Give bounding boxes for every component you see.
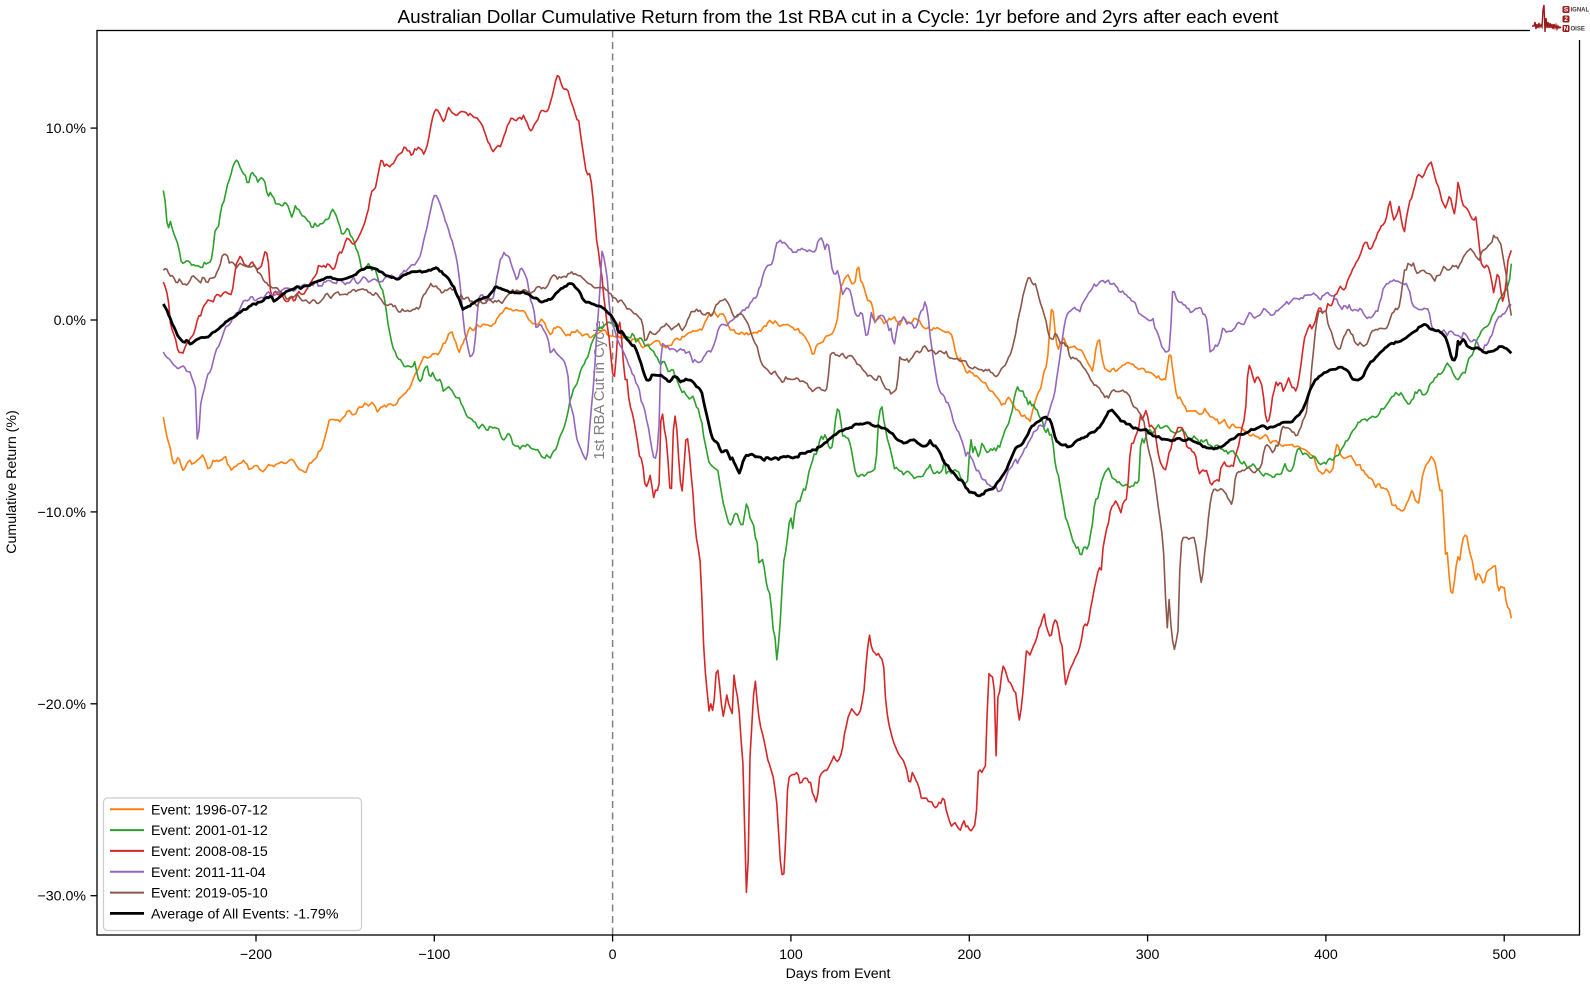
svg-text:0.0%: 0.0% [54, 313, 87, 329]
svg-text:Event: 2001-01-12: Event: 2001-01-12 [151, 823, 268, 839]
svg-text:0: 0 [609, 947, 617, 963]
svg-text:IGNAL: IGNAL [1571, 8, 1590, 14]
svg-text:Australian Dollar Cumulative R: Australian Dollar Cumulative Return from… [398, 7, 1280, 28]
svg-text:400: 400 [1314, 947, 1338, 963]
svg-text:Event: 2011-11-04: Event: 2011-11-04 [151, 865, 266, 881]
svg-text:Average of All Events: -1.79%: Average of All Events: -1.79% [151, 906, 339, 922]
svg-text:10.0%: 10.0% [46, 121, 87, 137]
svg-text:−200: −200 [240, 947, 272, 963]
svg-text:500: 500 [1492, 947, 1516, 963]
svg-text:Event: 1996-07-12: Event: 1996-07-12 [151, 802, 268, 818]
svg-text:−20.0%: −20.0% [37, 697, 86, 713]
svg-text:−30.0%: −30.0% [37, 889, 86, 905]
svg-text:300: 300 [1136, 947, 1160, 963]
svg-text:−100: −100 [418, 947, 450, 963]
svg-text:2: 2 [1564, 16, 1568, 23]
svg-text:Days from Event: Days from Event [786, 966, 891, 982]
svg-text:Event: 2008-08-15: Event: 2008-08-15 [151, 844, 268, 860]
svg-text:OISE: OISE [1571, 27, 1585, 33]
svg-text:N: N [1564, 26, 1569, 33]
svg-text:200: 200 [957, 947, 981, 963]
svg-text:Cumulative Return (%): Cumulative Return (%) [4, 410, 20, 554]
svg-text:Event: 2019-05-10: Event: 2019-05-10 [151, 886, 268, 902]
svg-text:S: S [1564, 7, 1569, 14]
svg-text:−10.0%: −10.0% [37, 505, 86, 521]
svg-text:100: 100 [779, 947, 803, 963]
